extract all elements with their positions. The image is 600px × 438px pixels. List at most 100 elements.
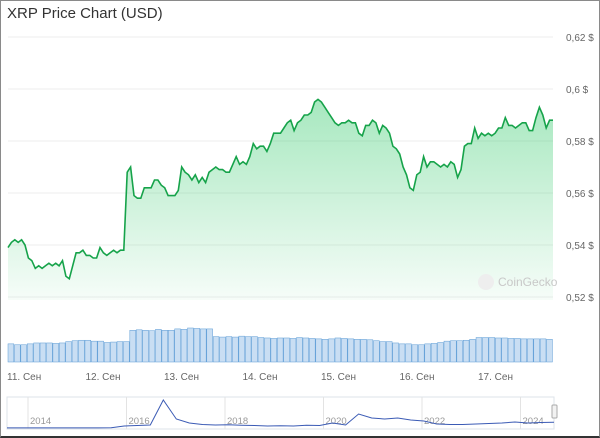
volume-bar (482, 337, 489, 363)
navigator-line (7, 399, 555, 429)
price-line (7, 98, 553, 281)
navigator-tick-label: 2018 (227, 416, 248, 427)
volume-bar (411, 344, 419, 363)
volume-bar (26, 343, 34, 363)
volume-bar (462, 339, 470, 363)
volume-bar (360, 339, 367, 363)
x-tick-label: 12. Сен (86, 372, 121, 383)
volume-bar (270, 338, 277, 363)
volume-bar (238, 335, 245, 363)
navigator-tick-label: 2022 (424, 416, 445, 427)
volume-bar (7, 343, 15, 363)
volume-bar (283, 337, 290, 363)
volume-bar (129, 330, 136, 363)
volume-bar (71, 340, 79, 363)
x-tick-label: 11. Сен (7, 372, 41, 383)
volume-bar (187, 327, 194, 363)
volume-bar (437, 342, 444, 363)
y-tick-label: 0,6 $ (566, 85, 589, 96)
volume-bar (193, 328, 201, 363)
volume-bar (244, 336, 252, 363)
x-tick-label: 16. Сен (400, 372, 435, 383)
volume-bar (514, 338, 521, 363)
volume-bar (135, 329, 143, 363)
volume-bar (341, 338, 348, 363)
volume-bar (539, 338, 547, 363)
volume-bar (59, 342, 66, 363)
volume-bar (78, 339, 85, 363)
volume-bar (206, 328, 213, 363)
volume-bar (212, 336, 220, 363)
volume-bar (97, 340, 104, 363)
volume-bar (180, 329, 188, 363)
volume-bar (302, 337, 310, 363)
volume-bar (20, 344, 27, 363)
navigator-tick-label: 2016 (129, 416, 150, 427)
y-tick-label: 0,62 $ (566, 33, 594, 44)
volume-bar (52, 343, 59, 363)
volume-bar (418, 344, 425, 363)
volume-bar (91, 340, 98, 363)
volume-bar (353, 339, 361, 363)
volume-bar (33, 342, 40, 363)
y-tick-label: 0,54 $ (566, 241, 594, 252)
volume-bar (123, 341, 130, 363)
volume-bar (116, 341, 124, 363)
x-tick-label: 17. Сен (478, 372, 513, 383)
volume-bar (168, 330, 175, 363)
coingecko-logo (478, 274, 494, 290)
y-tick-label: 0,56 $ (566, 189, 594, 200)
coingecko-watermark: CoinGecko (478, 274, 558, 290)
volume-bar (309, 338, 316, 363)
volume-bar (46, 342, 53, 363)
volume-bar (450, 340, 457, 363)
volume-bar (321, 339, 329, 363)
volume-bar (148, 330, 156, 363)
y-tick-label: 0,52 $ (566, 293, 594, 304)
volume-bar (430, 343, 438, 363)
x-tick-label: 15. Сен (321, 372, 356, 383)
x-tick-label: 13. Сен (164, 372, 199, 383)
volume-bar (334, 337, 342, 363)
volume-bar (155, 329, 162, 363)
volume-bar (507, 338, 515, 363)
volume-bar (257, 337, 265, 363)
volume-bar (232, 336, 239, 363)
volume-bar (289, 338, 297, 363)
volume-bar (386, 341, 393, 363)
price-area (8, 99, 553, 301)
navigator-tick-label: 2014 (30, 416, 51, 427)
volume-bar (475, 337, 483, 363)
volume-bar (110, 341, 117, 363)
volume-bar (495, 337, 502, 363)
volume-bar (398, 343, 406, 363)
x-tick-label: 14. Сен (243, 372, 278, 383)
volume-bar (103, 342, 111, 363)
volume-bar (546, 339, 553, 363)
volume-bar (456, 340, 463, 363)
chart-title: XRP Price Chart (USD) (7, 5, 163, 22)
volume-bar (527, 338, 534, 363)
volume-bar (161, 330, 168, 363)
watermark-text: CoinGecko (498, 275, 558, 289)
volume-bar (347, 338, 354, 363)
volume-bar (379, 341, 386, 363)
volume-bar (443, 340, 451, 363)
volume-bar (373, 340, 380, 363)
volume-bar (225, 336, 233, 363)
volume-bar (488, 337, 495, 363)
volume-bar (296, 337, 303, 363)
navigator-handle[interactable] (551, 404, 558, 419)
y-tick-label: 0,58 $ (566, 137, 594, 148)
volume-bar (264, 337, 271, 363)
volume-bar (219, 336, 226, 363)
volume-bar (315, 338, 322, 363)
volume-bar (65, 341, 72, 363)
volume-bar (142, 330, 149, 363)
volume-bar (533, 338, 540, 363)
volume-bar (520, 338, 528, 363)
volume-bar (392, 342, 399, 363)
volume-bar (366, 339, 374, 363)
volume-bar (277, 337, 284, 363)
